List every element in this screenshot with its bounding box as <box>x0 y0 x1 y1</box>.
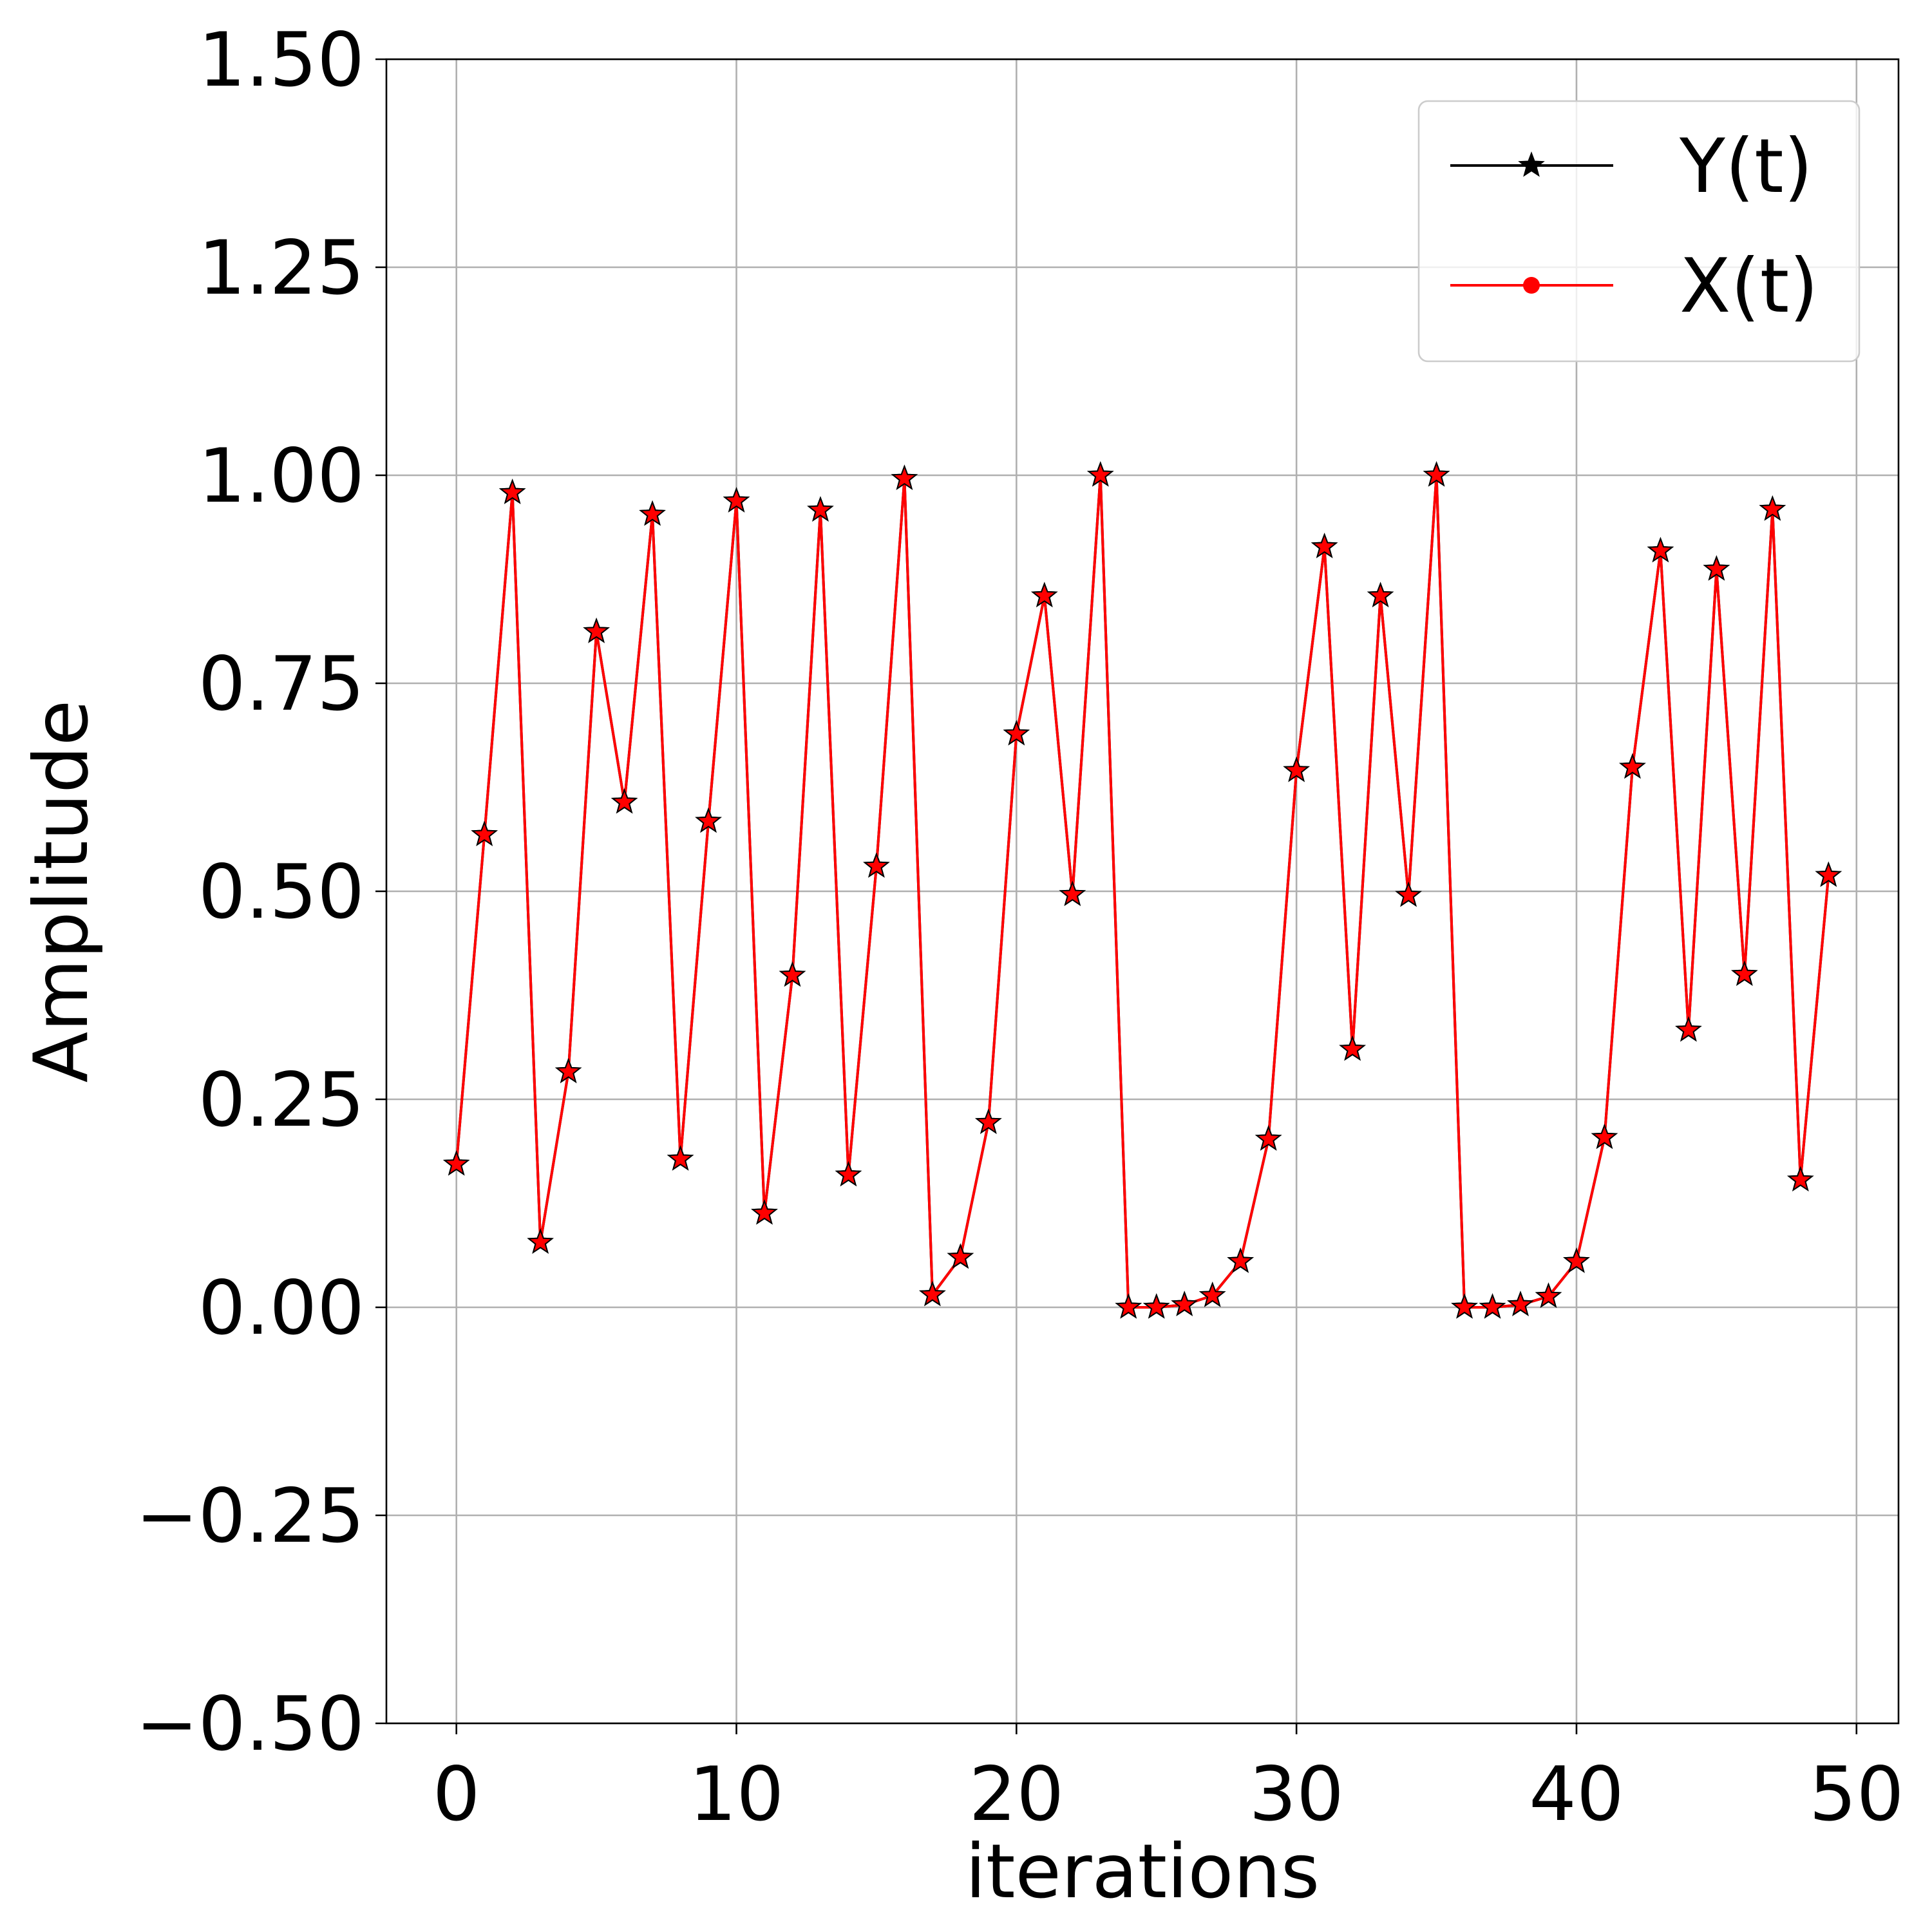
plot-frame <box>385 58 1900 1725</box>
data-point <box>1647 536 1674 563</box>
y-tick-label: −0.50 <box>136 1681 365 1768</box>
axes <box>375 58 1900 1734</box>
x-axis-label: iterations <box>965 1828 1320 1915</box>
y-tick-label: 1.50 <box>198 17 365 104</box>
data-point <box>947 1243 974 1269</box>
data-point <box>1507 1291 1534 1316</box>
data-point <box>1703 555 1730 581</box>
y-axis-label: Amplitude <box>18 700 105 1083</box>
data-point <box>975 1108 1002 1134</box>
legend-label: Y(t) <box>1679 123 1813 210</box>
x-tick-label: 10 <box>689 1751 784 1838</box>
data-point <box>1563 1247 1590 1273</box>
data-point <box>1031 582 1058 608</box>
data-point <box>471 820 498 846</box>
series-layer <box>442 461 1842 1319</box>
data-point <box>1619 753 1646 779</box>
data-point <box>779 961 806 987</box>
data-point <box>1591 1123 1618 1150</box>
data-point <box>751 1199 778 1225</box>
legend-label: X(t) <box>1680 243 1818 330</box>
data-point <box>1003 719 1030 746</box>
y-tick-label: 0.00 <box>198 1265 365 1352</box>
data-point <box>695 807 722 833</box>
y-tick-label: 1.00 <box>198 433 365 520</box>
y-tick-label: 0.50 <box>198 849 365 936</box>
tick-labels: 0 10 20 30 40 50 −0.50 −0.25 0.00 0.25 0.50 0.75 1.0… <box>136 17 1904 1838</box>
x-tick-label: 30 <box>1249 1751 1344 1838</box>
y-tick-label: 1.25 <box>198 225 365 312</box>
data-point <box>1451 1293 1478 1319</box>
data-point <box>835 1160 862 1187</box>
x-tick-label: 40 <box>1529 1751 1624 1838</box>
data-point <box>807 496 834 522</box>
data-point <box>1535 1282 1562 1308</box>
data-point <box>1787 1166 1814 1192</box>
y-tick-label: 0.75 <box>198 641 365 728</box>
data-point <box>554 1057 582 1084</box>
data-point <box>863 852 890 878</box>
series-yt <box>442 461 1842 1319</box>
legend-star-marker <box>1518 151 1545 177</box>
data-point <box>583 618 610 643</box>
series-line <box>455 474 1830 1309</box>
data-point <box>1311 533 1338 558</box>
data-point <box>1815 861 1842 887</box>
data-point <box>527 1228 554 1254</box>
data-point <box>1339 1035 1366 1061</box>
y-tick-label: 0.25 <box>198 1057 365 1144</box>
data-point <box>611 788 638 814</box>
data-point <box>1171 1291 1198 1316</box>
legend-entry: Y(t) <box>1450 123 1813 210</box>
data-point <box>1675 1016 1702 1042</box>
data-point <box>723 487 750 513</box>
data-point <box>1367 582 1394 608</box>
data-point <box>1198 1282 1226 1307</box>
data-point <box>667 1145 694 1171</box>
x-tick-label: 50 <box>1809 1751 1904 1838</box>
data-point <box>1479 1293 1506 1319</box>
legend: Y(t) X(t) <box>1417 100 1861 363</box>
x-tick-label: 20 <box>969 1751 1065 1838</box>
data-point <box>919 1280 946 1307</box>
data-point <box>1423 461 1450 487</box>
series-xt <box>442 461 1842 1319</box>
x-tick-label: 0 <box>433 1751 480 1838</box>
data-point <box>498 478 526 504</box>
data-point <box>1395 881 1422 907</box>
data-point <box>639 500 666 526</box>
data-point <box>1059 880 1086 906</box>
data-point <box>1227 1247 1254 1273</box>
data-point <box>1255 1125 1282 1151</box>
legend-circle-marker <box>1523 277 1540 294</box>
data-point <box>1283 756 1310 782</box>
data-point <box>891 464 918 490</box>
y-tick-label: −0.25 <box>136 1473 365 1560</box>
data-point <box>1115 1293 1142 1319</box>
data-point <box>1087 461 1114 487</box>
data-point <box>1759 495 1786 521</box>
data-point <box>1142 1293 1170 1319</box>
legend-entry: X(t) <box>1450 243 1818 330</box>
data-point <box>1731 960 1758 986</box>
data-point <box>442 1150 470 1176</box>
